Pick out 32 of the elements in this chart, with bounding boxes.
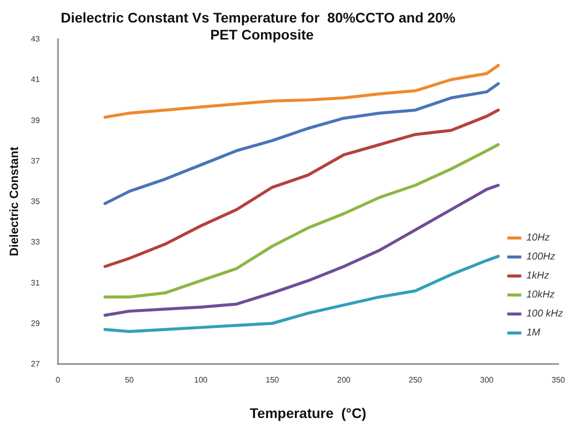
legend-label: 10kHz bbox=[526, 290, 555, 300]
x-axis-title: Temperature (°C) bbox=[250, 405, 366, 421]
line-series bbox=[103, 184, 500, 317]
line-series bbox=[103, 254, 500, 333]
y-tick-label: 35 bbox=[30, 197, 40, 206]
line-series bbox=[103, 82, 500, 206]
y-tick-label: 27 bbox=[30, 360, 40, 368]
legend-label: 100Hz bbox=[526, 252, 556, 262]
legend-label: 1M bbox=[526, 328, 541, 338]
x-tick-label: 150 bbox=[266, 376, 280, 384]
x-tick-label: 300 bbox=[480, 376, 494, 384]
y-tick-label: 31 bbox=[30, 278, 40, 288]
y-tick-label: 33 bbox=[30, 238, 40, 247]
line-series bbox=[103, 108, 500, 268]
x-tick-label: 200 bbox=[337, 376, 352, 384]
x-tick-label: 100 bbox=[194, 376, 208, 384]
legend-label: 1kHz bbox=[526, 270, 550, 282]
y-tick-label: 37 bbox=[30, 156, 40, 166]
y-tick-label: 41 bbox=[30, 75, 40, 84]
y-tick-label: 43 bbox=[30, 34, 40, 44]
line-series bbox=[103, 143, 500, 298]
legend-label: 10Hz bbox=[526, 232, 550, 244]
x-tick-label: 350 bbox=[552, 376, 566, 384]
legend-label: 100 kHz bbox=[526, 308, 564, 320]
line-series bbox=[103, 64, 500, 119]
x-tick-label: 250 bbox=[408, 376, 423, 384]
y-tick-label: 39 bbox=[30, 116, 40, 125]
x-tick-label: 0 bbox=[56, 376, 61, 384]
y-axis-title: Dielectric Constant bbox=[7, 146, 21, 256]
y-tick-label: 29 bbox=[30, 318, 40, 328]
x-tick-label: 50 bbox=[124, 376, 134, 384]
chart-title: Dielectric Constant Vs Temperature for 80%CCTO and 20% PET Composite bbox=[60, 10, 460, 42]
